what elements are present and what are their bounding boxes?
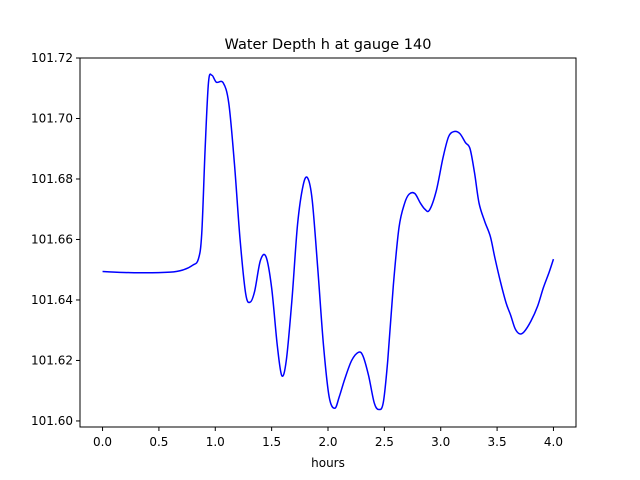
y-tick-label: 101.68: [31, 172, 73, 186]
x-tick-label: 3.0: [431, 435, 450, 449]
y-tick-label: 101.66: [31, 232, 73, 246]
y-tick-label: 101.72: [31, 51, 73, 65]
y-tick-label: 101.70: [31, 111, 73, 125]
x-axis-label: hours: [311, 456, 345, 470]
plot-area: [102, 73, 555, 411]
x-tick-label: 0.0: [93, 435, 112, 449]
plot-frame: [79, 57, 577, 428]
x-tick-label: 3.5: [488, 435, 507, 449]
x-tick-label: 1.0: [206, 435, 225, 449]
y-tick-label: 101.64: [31, 293, 73, 307]
x-tick-label: 2.5: [375, 435, 394, 449]
y-tick-label: 101.60: [31, 414, 73, 428]
x-tick-label: 0.5: [149, 435, 168, 449]
series-line-0: [102, 73, 555, 411]
y-axis: 101.60 101.62 101.64 101.66 101.68 101.70 101.…: [31, 51, 80, 428]
y-tick-label: 101.62: [31, 353, 73, 367]
x-tick-label: 4.0: [544, 435, 563, 449]
x-axis: 0.0 0.5 1.0 1.5 2.0 2.5 3.0 3.5 4.0: [93, 427, 563, 449]
x-tick-label: 1.5: [262, 435, 281, 449]
chart-title: Water Depth h at gauge 140: [225, 37, 432, 53]
x-tick-label: 2.0: [318, 435, 337, 449]
